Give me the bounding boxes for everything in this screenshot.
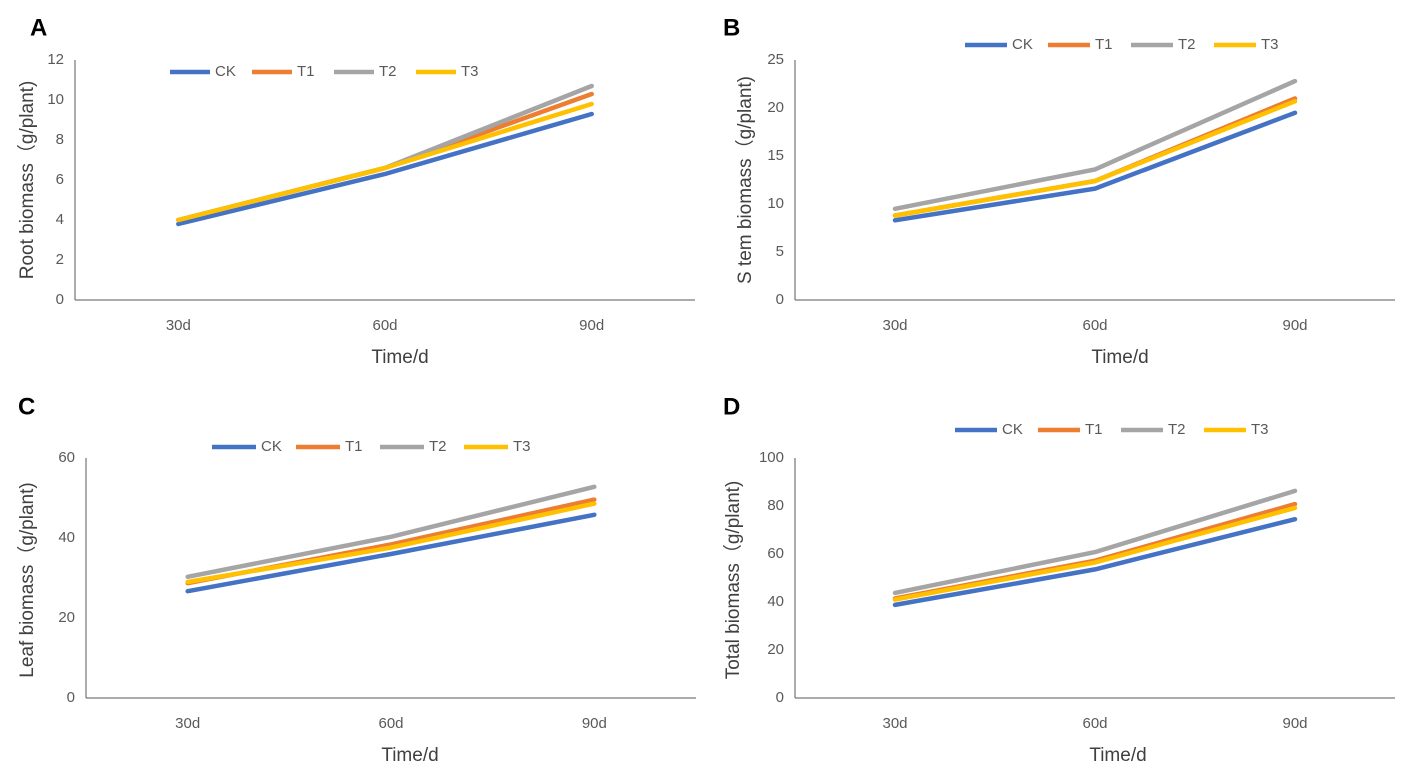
x-tick-label: 30d bbox=[175, 715, 200, 732]
y-tick-label: 80 bbox=[767, 497, 784, 514]
series-line-t3 bbox=[176, 101, 594, 223]
y-tick-label: 5 bbox=[776, 243, 784, 260]
x-tick-label: 30d bbox=[166, 317, 191, 334]
x-axis-title: Time/d bbox=[381, 745, 438, 766]
series-line-t3 bbox=[892, 99, 1298, 218]
legend-label: T1 bbox=[297, 63, 315, 80]
x-axis-title: Time/d bbox=[1091, 347, 1148, 368]
x-tick-label: 90d bbox=[582, 715, 607, 732]
y-tick-label: 20 bbox=[58, 609, 75, 626]
panel-letter: C bbox=[18, 393, 35, 420]
x-tick-label: 90d bbox=[1282, 715, 1307, 732]
chart-panel-A: A 0 2 4 6 8 10 12 30d 60d 90d Time/d Root biomass（g/… bbox=[16, 14, 695, 368]
y-tick-label: 0 bbox=[67, 689, 75, 706]
y-axis-title: Leaf biomass（g/plant) bbox=[16, 482, 38, 677]
series-line-t3 bbox=[892, 505, 1298, 602]
y-tick-label: 0 bbox=[776, 689, 784, 706]
series-line-t2 bbox=[892, 488, 1298, 596]
x-tick-label: 60d bbox=[1082, 715, 1107, 732]
y-tick-label: 4 bbox=[56, 211, 64, 228]
legend: CK T1 T2 T3 bbox=[965, 36, 1279, 53]
series-line-t2 bbox=[185, 484, 597, 580]
legend-label: T3 bbox=[1261, 36, 1279, 53]
legend-label: T1 bbox=[1095, 36, 1113, 53]
x-tick-label: 60d bbox=[378, 715, 403, 732]
y-tick-label: 2 bbox=[56, 251, 64, 268]
legend-label: T2 bbox=[429, 438, 447, 455]
series-line-t2 bbox=[892, 78, 1298, 212]
legend-label: T3 bbox=[513, 438, 531, 455]
legend-label: T1 bbox=[1085, 421, 1103, 438]
chart-panel-B: B 0 5 10 15 20 25 30d 60d 90d Time/d S tem biomass（… bbox=[723, 14, 1395, 368]
y-tick-label: 20 bbox=[767, 99, 784, 116]
y-tick-label: 12 bbox=[47, 51, 64, 68]
y-axis-title: Root biomass（g/plant) bbox=[16, 81, 38, 280]
legend-label: T2 bbox=[379, 63, 397, 80]
legend-label: T3 bbox=[1251, 421, 1269, 438]
y-tick-label: 0 bbox=[56, 291, 64, 308]
y-axis-title: S tem biomass（g/plant) bbox=[734, 76, 756, 284]
y-tick-label: 25 bbox=[767, 51, 784, 68]
y-tick-label: 15 bbox=[767, 147, 784, 164]
series-line-t2 bbox=[176, 83, 594, 223]
legend-label: CK bbox=[1002, 421, 1023, 438]
panel-letter: B bbox=[723, 14, 740, 41]
y-tick-label: 60 bbox=[58, 449, 75, 466]
x-tick-label: 90d bbox=[1282, 317, 1307, 334]
legend-label: T3 bbox=[461, 63, 479, 80]
series-line-ck bbox=[185, 512, 597, 594]
y-tick-label: 10 bbox=[767, 195, 784, 212]
y-tick-label: 100 bbox=[759, 449, 784, 466]
legend-label: T1 bbox=[345, 438, 363, 455]
y-tick-label: 40 bbox=[767, 593, 784, 610]
series-line-ck bbox=[892, 516, 1298, 608]
legend: CK T1 T2 T3 bbox=[955, 421, 1269, 438]
legend-label: T2 bbox=[1178, 36, 1196, 53]
x-axis-title: Time/d bbox=[1089, 745, 1146, 766]
x-tick-label: 30d bbox=[882, 715, 907, 732]
legend: CK T1 T2 T3 bbox=[212, 438, 531, 455]
y-tick-label: 20 bbox=[767, 641, 784, 658]
series-line-ck bbox=[176, 111, 594, 227]
y-axis-title: Total biomass（g/plant) bbox=[722, 481, 744, 680]
legend-label: CK bbox=[261, 438, 282, 455]
x-tick-label: 30d bbox=[882, 317, 907, 334]
panel-letter: A bbox=[30, 14, 47, 41]
x-tick-label: 60d bbox=[1082, 317, 1107, 334]
y-tick-label: 6 bbox=[56, 171, 64, 188]
y-tick-label: 8 bbox=[56, 131, 64, 148]
legend-label: CK bbox=[1012, 36, 1033, 53]
chart-panel-D: D 0 20 40 60 80 100 30d 60d 90d Time/d Total biomas… bbox=[722, 393, 1395, 766]
legend-label: T2 bbox=[1168, 421, 1186, 438]
x-tick-label: 60d bbox=[372, 317, 397, 334]
series-line-t3 bbox=[185, 501, 597, 585]
legend-label: CK bbox=[215, 63, 236, 80]
panel-letter: D bbox=[723, 393, 740, 420]
y-tick-label: 60 bbox=[767, 545, 784, 562]
legend: CK T1 T2 T3 bbox=[170, 63, 479, 80]
x-axis-title: Time/d bbox=[371, 347, 428, 368]
chart-panel-C: C 0 20 40 60 30d 60d 90d Time/d Leaf biomass（g/pl… bbox=[16, 393, 696, 766]
y-tick-label: 10 bbox=[47, 91, 64, 108]
x-tick-label: 90d bbox=[579, 317, 604, 334]
y-tick-label: 0 bbox=[776, 291, 784, 308]
y-tick-label: 40 bbox=[58, 529, 75, 546]
series-line-ck bbox=[892, 110, 1298, 223]
